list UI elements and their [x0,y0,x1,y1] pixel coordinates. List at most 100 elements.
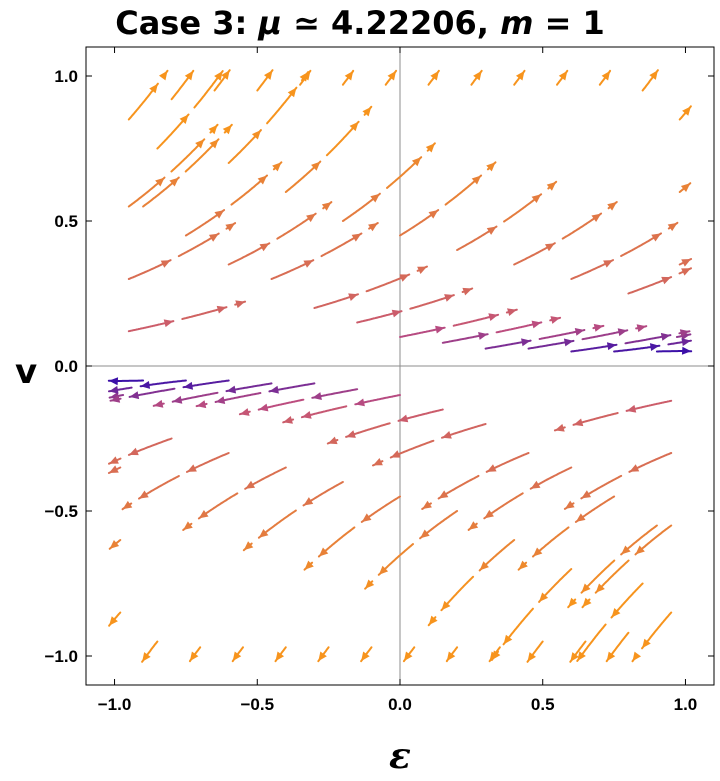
stream-arrowhead [222,124,232,135]
stream-arrowhead [649,70,658,80]
stream-arrowhead [153,399,164,408]
y-tick-label: −0.5 [44,502,78,521]
stream-arrowhead [532,547,543,557]
stream-arrowhead [398,414,409,423]
stream-arrowhead [318,651,327,662]
stream-arrowhead [109,616,118,626]
stream-arrowhead [149,83,158,94]
stream-arrowhead [269,385,279,394]
stream-arrowhead [258,403,269,412]
stream-arrowhead [428,210,439,219]
y-tick-label: 0.0 [54,357,78,376]
title-suffix: = 1 [533,4,605,42]
y-tick-label: 1.0 [54,67,78,86]
chart-title: Case 3: μ ≃ 4.22206, m = 1 [0,4,720,42]
stream-arrowhead [491,650,501,661]
stream-arrowhead [235,300,246,309]
stream-arrowhead [531,320,542,329]
stream-arrowhead [387,70,397,81]
stream-arrowhead [438,490,449,499]
stream-arrowhead [636,324,647,333]
x-tick-label: 0.5 [531,695,555,714]
stream-arrowhead [544,243,555,252]
stream-arrowhead [189,651,199,662]
title-prefix: Case 3: [115,4,259,42]
stream-arrowhead [183,521,193,531]
stream-arrowhead [486,162,496,172]
stream-arrowhead [468,521,479,530]
stream-arrowhead [621,545,631,555]
x-tick-label: 0.0 [388,695,412,714]
stream-arrowhead [321,202,332,211]
title-m-symbol: m [500,4,534,42]
stream-arrowhead [221,70,230,80]
stream-arrowhead [208,124,218,135]
stream-arrowhead [422,500,432,510]
stream-arrowhead [263,70,273,80]
stream-arrowhead [661,276,672,285]
stream-arrowhead [303,497,314,506]
stream-arrowhead [361,513,372,522]
stream-arrowhead [611,608,621,618]
y-tick-label: 0.5 [54,212,78,231]
stream-arrowhead [521,338,531,347]
stream-arrowhead [226,385,237,394]
stream-arrowhead [304,560,314,570]
stream-arrowhead [142,652,151,662]
stream-arrowhead [546,181,557,191]
stream-arrowhead [442,431,452,439]
stream-arrowhead [110,394,121,403]
stream-arrowhead [607,201,617,211]
stream-arrowhead [169,177,179,187]
x-tick-label: −0.5 [240,695,274,714]
stream-arrowhead [108,465,119,474]
stream-arrowhead [245,480,256,489]
stream-arrowhead [479,561,489,571]
stream-arrowhead [515,70,525,81]
stream-arrowhead [593,323,604,332]
stream-arrowhead [595,583,605,593]
stream-arrowhead [109,539,120,549]
stream-arrowhead [682,106,691,116]
stream-arrowhead [626,404,637,413]
stream-arrowhead [184,70,194,81]
stream-arrowhead [370,193,380,203]
stream-arrowhead [158,70,168,81]
stream-arrowhead [225,223,236,232]
stream-arrowhead [368,222,378,232]
stream-arrowhead [391,309,402,318]
stream-arrowhead [473,70,482,81]
stream-arrowhead [378,565,389,575]
stream-arrowhead [140,380,151,389]
stream-arrowhead [208,233,219,242]
stream-arrowhead [128,447,139,456]
stream-arrowhead [251,130,261,140]
stream-arrowhead [446,651,456,662]
stream-arrowhead [539,592,549,602]
stream-arrowhead [681,338,691,347]
stream-arrowhead [109,456,119,464]
stream-arrowhead [365,579,375,589]
stream-arrowhead [258,528,269,538]
stream-arrowhead [617,328,628,337]
stream-arrowhead [160,260,171,268]
stream-arrowhead [239,408,250,416]
stream-arrowhead [488,313,499,321]
x-tick-label: −1.0 [98,695,132,714]
stream-arrowhead [420,529,430,539]
stream-arrowhead [195,139,205,149]
stream-arrowhead [478,332,488,340]
stream-arrowhead [518,560,528,570]
stream-arrowhead [355,398,365,407]
stream-arrowhead [283,415,293,424]
stream-arrowhead [428,615,438,626]
axis-lines [86,47,714,685]
stream-arrowhead [680,183,691,193]
stream-arrowhead [679,329,690,338]
stream-arrowhead [214,210,225,219]
stream-arrowhead [430,70,439,81]
stream-arrowhead [581,490,592,499]
stream-arrowhead [390,450,401,458]
stream-arrowhead [568,597,578,608]
